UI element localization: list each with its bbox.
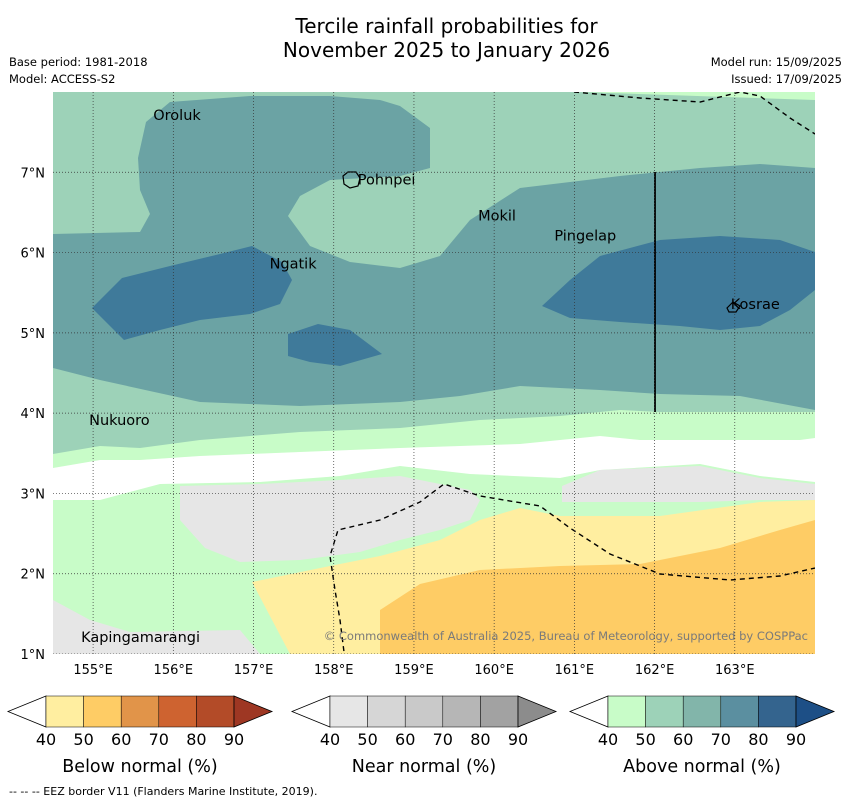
lat-tick-label: 2°N [21, 568, 46, 583]
legend-swatch [442, 695, 481, 728]
title-line-1: Tercile rainfall probabilities for [295, 14, 598, 38]
place-label-nukuoro: Nukuoro [89, 413, 150, 429]
legend-tick-label: 50 [73, 730, 93, 749]
legend-swatch [607, 695, 646, 728]
lat-tick-label: 3°N [21, 487, 46, 502]
legend-tick-label: 50 [635, 730, 655, 749]
legend-tick-label: 60 [673, 730, 693, 749]
legend-tick-label: 60 [111, 730, 131, 749]
legend-tick-label: 90 [224, 730, 244, 749]
zone-above-70-c [542, 236, 815, 330]
lat-tick-label: 5°N [21, 327, 46, 342]
lat-tick-label: 1°N [21, 648, 46, 663]
model-name: Model: ACCESS-S2 [9, 72, 116, 86]
legend-under-triangle [568, 695, 609, 728]
legend-title: Near normal (%) [352, 757, 497, 777]
legend-tick-label: 90 [508, 730, 528, 749]
place-label-pingelap: Pingelap [554, 229, 616, 245]
model-run: Model run: 15/09/2025 [710, 55, 842, 69]
lon-tick-label: 163°E [715, 663, 755, 678]
lon-tick-label: 158°E [314, 663, 354, 678]
legend-0: 40 50 60 70 80 90 Below normal (%) [6, 695, 274, 777]
legend-swatch [480, 695, 519, 728]
legend-tick-label: 90 [786, 730, 806, 749]
eez-footer-note: -- -- -- EEZ border V11 (Flanders Marine… [9, 785, 318, 798]
legend-swatch [120, 695, 160, 728]
legend-swatch [404, 695, 444, 728]
axis-tick-labels: 155°E 156°E 157°E 158°E 159°E 160°E 161°E 162°E… [21, 166, 755, 678]
legend-2: 40 50 60 70 80 90 Above normal (%) [568, 695, 836, 777]
legend-tick-label: 60 [395, 730, 415, 749]
place-label-kosrae: Kosrae [731, 297, 780, 313]
legend-tick-label: 50 [357, 730, 377, 749]
zone-above-60 [53, 96, 815, 410]
legend-title: Above normal (%) [623, 757, 781, 777]
lat-tick-label: 4°N [21, 407, 46, 422]
title-line-2: November 2025 to January 2026 [282, 38, 611, 62]
map-panel: Oroluk Pohnpei Mokil Pingelap Ngatik Kosrae Nu… [53, 92, 815, 654]
legend-swatch [720, 695, 759, 728]
legend-swatch [758, 695, 797, 728]
lat-tick-label: 7°N [21, 166, 46, 181]
lon-tick-label: 159°E [394, 663, 434, 678]
meta-left: Base period: 1981-2018 Model: ACCESS-S2 [9, 54, 148, 88]
legend-swatch [158, 695, 197, 728]
zone-near-40-b [562, 466, 815, 502]
pohnpei-island-shape [342, 171, 361, 189]
lon-tick-label: 157°E [234, 663, 274, 678]
lon-tick-label: 155°E [73, 663, 113, 678]
place-label-oroluk: Oroluk [153, 108, 201, 124]
legend-swatch [196, 695, 235, 728]
legend-tick-label: 40 [36, 730, 56, 749]
lat-tick-label: 6°N [21, 247, 46, 262]
legend-swatch [645, 695, 684, 728]
legend-over-triangle [517, 695, 558, 728]
legend-tick-label: 40 [320, 730, 340, 749]
legend-swatch [367, 695, 406, 728]
place-label-mokil: Mokil [478, 208, 516, 224]
eez-border-north [573, 92, 815, 135]
place-labels: Oroluk Pohnpei Mokil Pingelap Ngatik Kosrae Nu… [81, 108, 780, 646]
legend-swatch [682, 695, 722, 728]
lon-tick-label: 156°E [154, 663, 194, 678]
base-period: Base period: 1981-2018 [9, 55, 148, 69]
place-label-ngatik: Ngatik [270, 257, 318, 273]
legend-over-triangle [233, 695, 274, 728]
legend-swatch [45, 695, 84, 728]
zone-below-50 [380, 520, 815, 654]
legend-colorbars: 40 50 60 70 80 90 Below normal (%) 40 50 60 70 80 90… [6, 695, 836, 777]
legend-tick-label: 70 [149, 730, 169, 749]
zone-above-70-a [92, 246, 292, 340]
legend-under-triangle [290, 695, 331, 728]
legend-under-triangle [6, 695, 47, 728]
copyright-notice: © Commonwealth of Australia 2025, Bureau… [324, 629, 808, 643]
place-label-pohnpei: Pohnpei [358, 172, 416, 188]
lon-tick-label: 161°E [555, 663, 595, 678]
legend-tick-label: 80 [186, 730, 206, 749]
kosrae-island-shape [726, 301, 741, 313]
legend-tick-label: 70 [711, 730, 731, 749]
zone-above-70-b [288, 324, 382, 366]
zone-near-40-c [53, 600, 260, 654]
legend-tick-label: 40 [598, 730, 618, 749]
legend-swatch [83, 695, 122, 728]
lon-tick-label: 162°E [635, 663, 675, 678]
legend-tick-label: 80 [470, 730, 490, 749]
legend-tick-label: 70 [433, 730, 453, 749]
chart-title: Tercile rainfall probabilities for Novem… [0, 14, 850, 62]
lon-tick-label: 160°E [474, 663, 514, 678]
issued-date: Issued: 17/09/2025 [731, 72, 842, 86]
map-gridlines [53, 92, 815, 654]
place-label-kapingamarangi: Kapingamarangi [81, 630, 200, 646]
legend-title: Below normal (%) [62, 757, 217, 777]
legend-over-triangle [795, 695, 836, 728]
zone-near-40-a [180, 476, 480, 562]
meta-right: Model run: 15/09/2025 Issued: 17/09/2025 [711, 54, 842, 88]
legend-swatch [329, 695, 368, 728]
legend-1: 40 50 60 70 80 90 Near normal (%) [290, 695, 558, 777]
map-figure: Oroluk Pohnpei Mokil Pingelap Ngatik Kosrae Nu… [6, 92, 836, 777]
legend-tick-label: 80 [748, 730, 768, 749]
